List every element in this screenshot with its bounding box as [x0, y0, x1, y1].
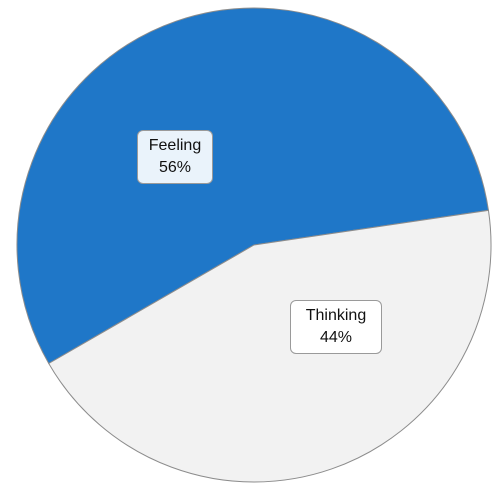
- slice-label-feeling: Feeling 56%: [137, 130, 213, 184]
- pie-slice-thinking: [48, 209, 492, 483]
- slice-label-thinking: Thinking 44%: [290, 300, 382, 354]
- pie-slice-feeling: [16, 7, 490, 365]
- slice-label-feeling-value: 56%: [158, 159, 192, 176]
- slice-label-thinking-name: Thinking: [305, 307, 367, 324]
- slice-label-feeling-name: Feeling: [148, 137, 202, 154]
- slice-label-thinking-value: 44%: [319, 329, 353, 346]
